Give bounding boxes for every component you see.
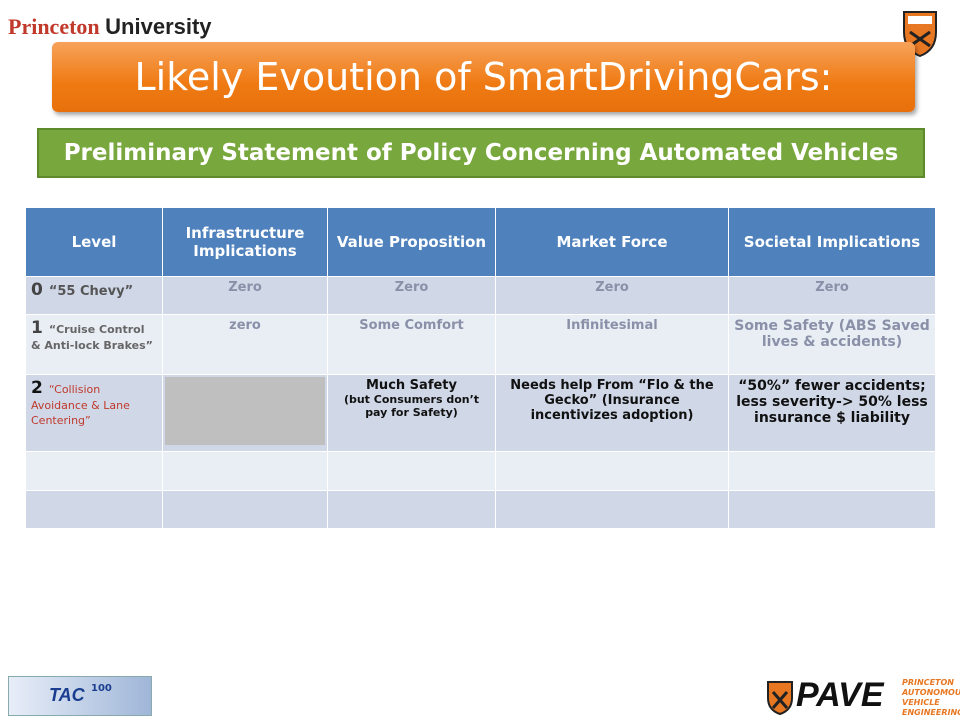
logo-text: TAC: [49, 685, 85, 705]
table: Level Infrastructure Implications Value …: [25, 207, 936, 529]
cell: Much Safety (but Consumers don’t pay for …: [327, 374, 496, 452]
cell-note: (but Consumers don’t pay for Safety): [343, 393, 480, 419]
cell: Some Safety (ABS Saved lives & accidents…: [728, 314, 936, 375]
logo-text: PAVE: [796, 676, 884, 714]
logo-line: VEHICLE: [902, 698, 940, 707]
subtitle: Preliminary Statement of Policy Concerni…: [37, 128, 925, 178]
cell: Zero: [728, 276, 936, 315]
logo-lines: PRINCETON AUTONOMOUS VEHICLE ENGINEERING: [902, 678, 960, 718]
level-name: “Collision Avoidance & Lane Centering”: [31, 383, 130, 427]
level-number: 1: [31, 318, 43, 338]
column-header: Market Force: [495, 207, 729, 277]
logo-line: PRINCETON: [902, 678, 954, 687]
cell: Zero: [162, 276, 328, 315]
cell: 0 “55 Chevy”: [25, 276, 163, 315]
logo-line: ENGINEERING: [902, 708, 960, 717]
cell: Zero: [327, 276, 496, 315]
grey-box: [165, 377, 325, 445]
row: 1 “Cruise Control & Anti-lock Brakes” zer…: [25, 314, 936, 375]
cell: “50%” fewer accidents; less severity-> 5…: [728, 374, 936, 452]
cell: zero: [162, 314, 328, 375]
column-header: Value Proposition: [327, 207, 496, 277]
cell: [162, 374, 328, 452]
cell: Infinitesimal: [495, 314, 729, 375]
column-header: Level: [25, 207, 163, 277]
logo-number: 100: [91, 683, 112, 694]
title: Likely Evoution of SmartDrivingCars:: [52, 42, 915, 112]
pave-logo: PAVE PRINCETON AUTONOMOUS VEHICLE ENGINE…: [766, 676, 960, 720]
row: 0 “55 Chevy” Zero Zero Zero Zero: [25, 276, 936, 315]
level-name: “55 Chevy”: [48, 284, 134, 299]
cell: 2 “Collision Avoidance & Lane Centering”: [25, 374, 163, 452]
column-header: Infrastructure Implications: [162, 207, 328, 277]
brand: Princeton University: [8, 14, 212, 40]
cell: Some Comfort: [327, 314, 496, 375]
cell: 1 “Cruise Control & Anti-lock Brakes”: [25, 314, 163, 375]
column-header: Societal Implications: [728, 207, 936, 277]
level-name: “Cruise Control & Anti-lock Brakes”: [31, 323, 153, 352]
level-number: 0: [31, 280, 43, 300]
row: 2 “Collision Avoidance & Lane Centering” …: [25, 374, 936, 452]
cell: Needs help From “Flo & the Gecko” (Insur…: [495, 374, 729, 452]
level-number: 2: [31, 378, 43, 398]
brand-name: University: [105, 14, 212, 39]
tac-logo: TAC 100: [8, 676, 152, 716]
cell-text: Much Safety: [366, 378, 457, 393]
logo-line: AUTONOMOUS: [902, 688, 960, 697]
pave-shield: [767, 681, 793, 716]
brand-name: Princeton: [8, 14, 100, 39]
row: [25, 490, 936, 529]
cell: Zero: [495, 276, 729, 315]
row: [25, 451, 936, 491]
header-row: Level Infrastructure Implications Value …: [25, 207, 936, 277]
